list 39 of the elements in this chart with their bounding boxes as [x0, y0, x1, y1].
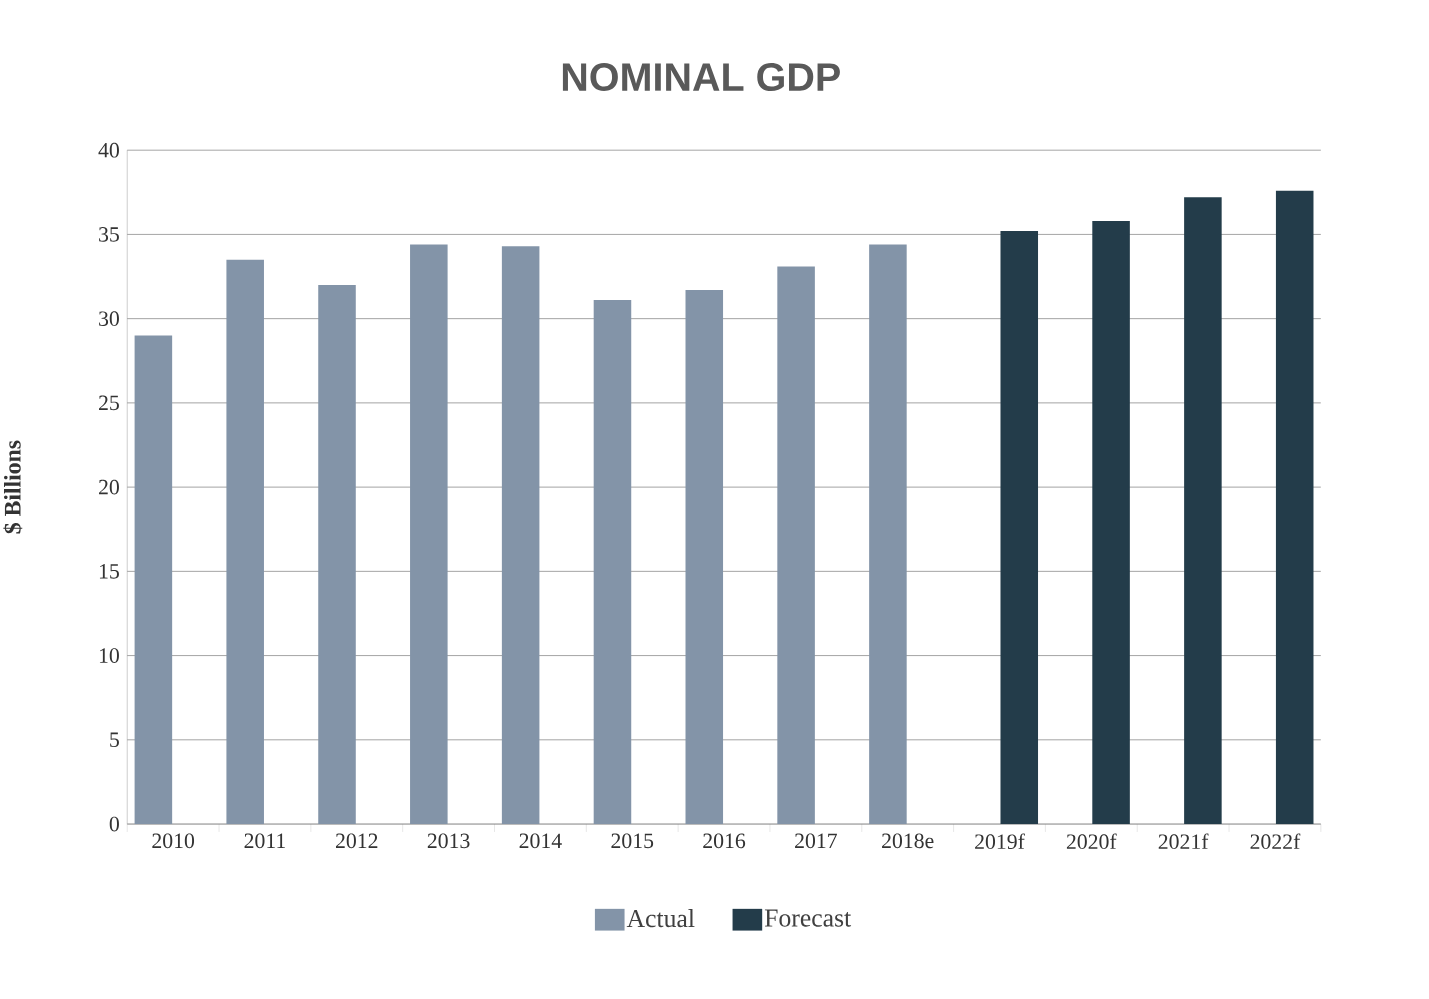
- bar: [1092, 220, 1130, 825]
- bar: [1275, 190, 1314, 825]
- x-tick-label: 2018e: [882, 833, 934, 849]
- x-tick-label: 2019f: [975, 833, 1025, 850]
- y-tick-label: 25: [99, 395, 119, 411]
- bar: [777, 266, 815, 825]
- bar: [1184, 197, 1222, 825]
- x-tick-label: 2015: [611, 833, 654, 849]
- x-tick-label: 2012: [336, 833, 378, 849]
- chart-title: NOMINAL GDP: [562, 63, 840, 92]
- legend-label: Forecast: [764, 909, 852, 927]
- bar: [501, 246, 540, 825]
- bar: [593, 300, 632, 825]
- x-tick-label: 2016: [703, 833, 746, 849]
- x-tick-label: 2014: [519, 833, 562, 849]
- y-tick-label: 35: [99, 227, 119, 242]
- bar: [1000, 231, 1039, 825]
- x-tick-label: 2020f: [1066, 833, 1117, 850]
- x-tick-label: 2013: [427, 833, 470, 849]
- bar: [318, 284, 356, 825]
- y-tick-label: 40: [98, 142, 119, 158]
- bar: [685, 290, 724, 825]
- bar: [410, 244, 448, 825]
- legend-label: Actual: [626, 909, 695, 928]
- x-tick-label: 2021f: [1158, 833, 1209, 850]
- x-tick-label: 2017: [795, 833, 837, 849]
- y-tick-label: 0: [109, 816, 119, 832]
- y-tick-label: 20: [99, 479, 119, 495]
- bar: [134, 335, 173, 825]
- y-tick-label: 5: [110, 732, 119, 748]
- x-tick-label: 2010: [152, 833, 195, 849]
- x-tick-label: 2011: [244, 833, 285, 849]
- bar: [869, 244, 907, 825]
- y-tick-label: 15: [99, 564, 119, 579]
- y-tick-label: 10: [99, 648, 119, 663]
- bar: [226, 259, 264, 825]
- y-tick-label: 30: [99, 311, 119, 327]
- x-tick-label: 2022f: [1250, 833, 1301, 850]
- y-axis-title: $ Billions: [3, 440, 23, 534]
